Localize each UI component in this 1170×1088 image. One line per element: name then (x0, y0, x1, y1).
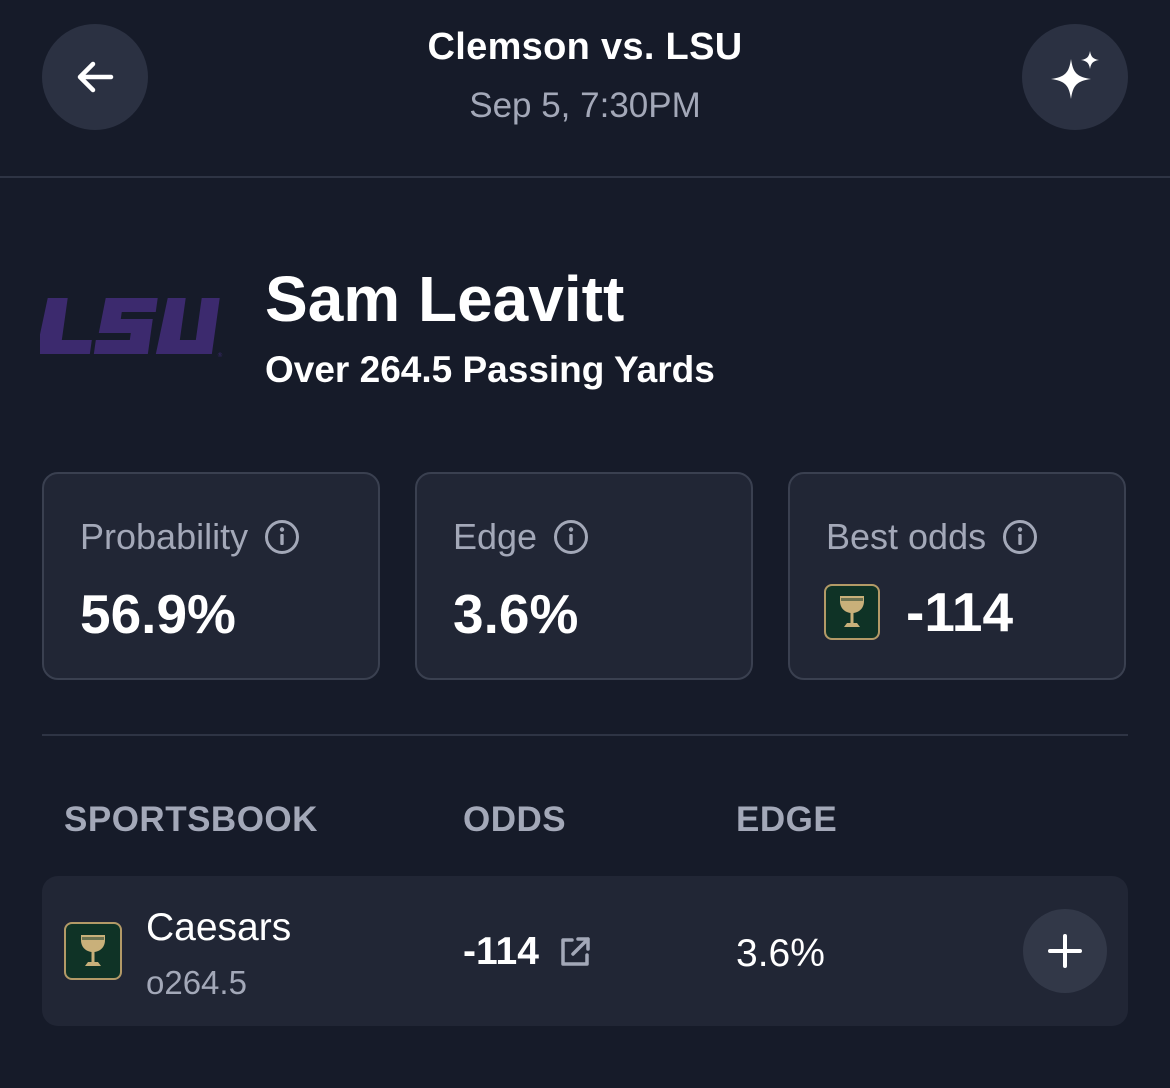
info-icon[interactable] (264, 519, 300, 555)
edge-value: 3.6% (453, 583, 579, 645)
svg-text:®: ® (217, 352, 223, 358)
best-odds-value: -114 (906, 581, 1014, 643)
column-header-odds: ODDS (463, 800, 567, 839)
info-icon[interactable] (1002, 519, 1038, 555)
column-header-edge: EDGE (736, 800, 838, 839)
caesars-logo-icon (824, 584, 880, 640)
best-odds-label: Best odds (826, 516, 1038, 558)
external-link-icon[interactable] (557, 934, 593, 970)
column-header-sportsbook: SPORTSBOOK (64, 800, 318, 839)
arrow-left-icon (77, 61, 114, 93)
sportsbook-name: Caesars (146, 906, 292, 949)
lsu-team-logo: ® (40, 298, 223, 358)
probability-card: Probability 56.9% (42, 472, 380, 680)
page-title: Clemson vs. LSU (427, 26, 743, 68)
best-odds-label-text: Best odds (826, 516, 987, 557)
probability-label-text: Probability (80, 516, 249, 557)
best-odds-card: Best odds -114 (788, 472, 1126, 680)
odds-value: -114 (463, 930, 539, 973)
odds-link[interactable]: -114 (463, 930, 593, 974)
best-odds-row: -114 (824, 580, 1013, 644)
header: Clemson vs. LSU Sep 5, 7:30PM (0, 0, 1170, 178)
add-bet-button[interactable] (1023, 909, 1107, 993)
edge-value: 3.6% (736, 932, 825, 975)
probability-value: 56.9% (80, 583, 236, 645)
sparkles-icon (1051, 51, 1099, 99)
section-divider (42, 734, 1128, 736)
edge-card: Edge 3.6% (415, 472, 753, 680)
player-name: Sam Leavitt (265, 263, 625, 335)
plus-icon (1048, 934, 1082, 968)
ai-insights-button[interactable] (1022, 24, 1128, 130)
bet-market: Over 264.5 Passing Yards (265, 349, 715, 390)
sportsbook-line: o264.5 (146, 964, 247, 1001)
info-icon[interactable] (553, 519, 589, 555)
edge-label: Edge (453, 516, 589, 558)
back-button[interactable] (42, 24, 148, 130)
probability-label: Probability (80, 516, 300, 558)
game-datetime: Sep 5, 7:30PM (469, 86, 701, 125)
edge-label-text: Edge (453, 516, 538, 557)
caesars-logo-icon (64, 922, 122, 980)
table-row[interactable]: Caesars o264.5 -114 3.6% (42, 876, 1128, 1026)
